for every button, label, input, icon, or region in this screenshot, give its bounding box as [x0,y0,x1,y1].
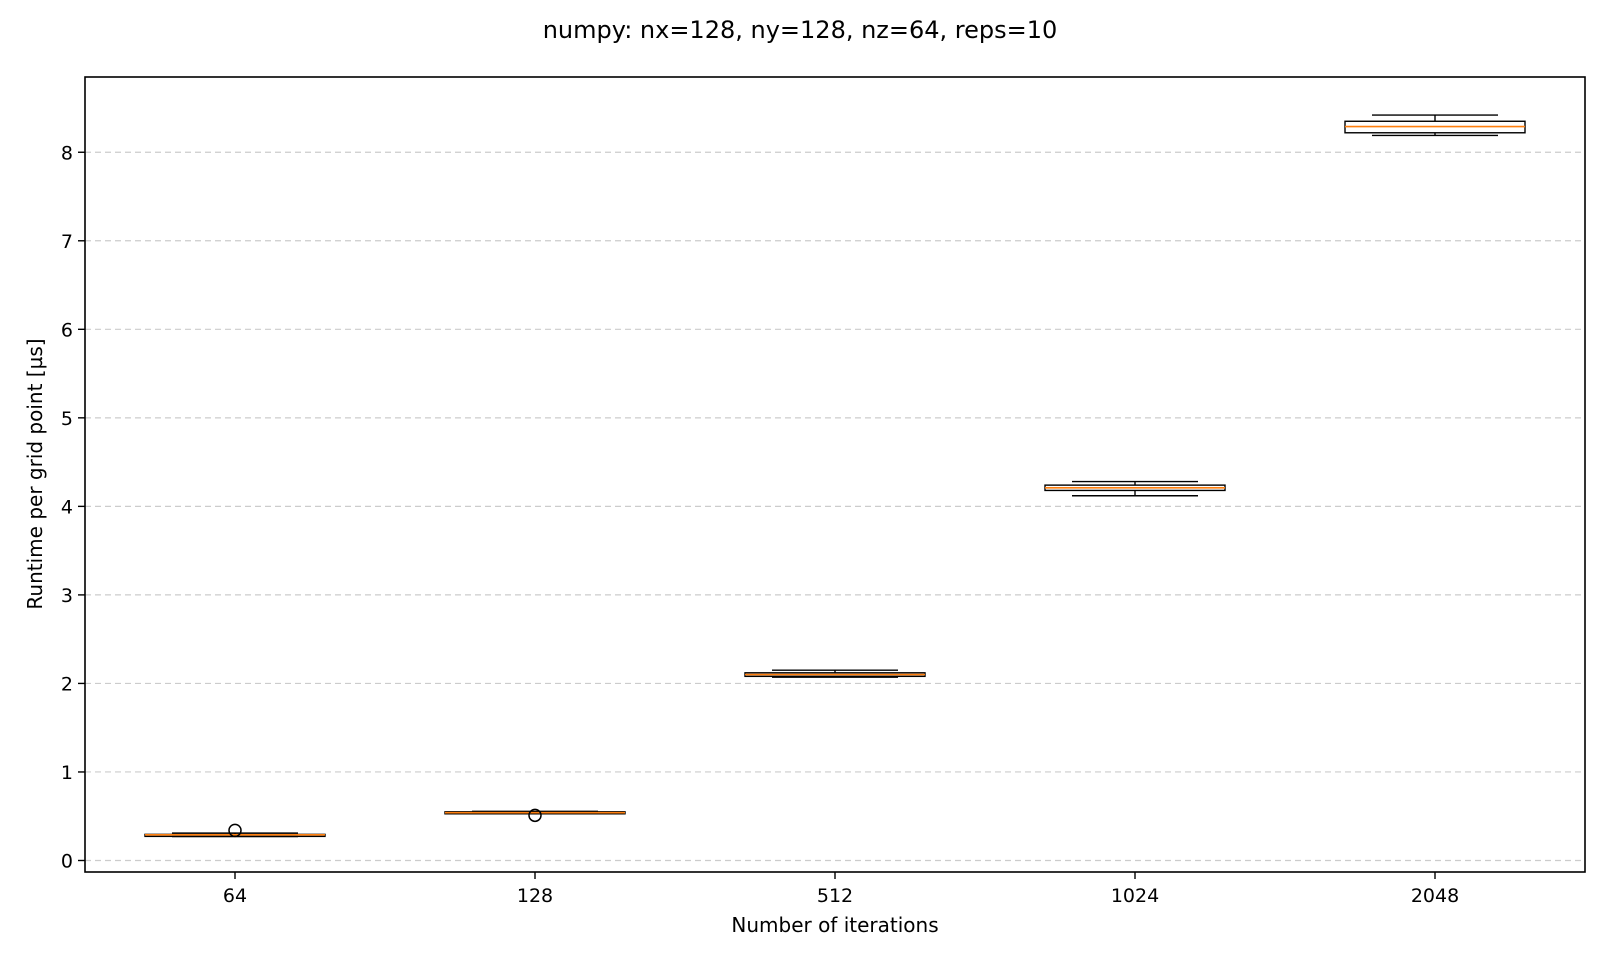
y-tick-label: 4 [61,496,73,518]
x-axis-ticks: 64 128 512 1024 2048 [223,872,1459,907]
plot-area-frame [84,76,1586,873]
grid-lines [85,151,1585,862]
y-axis-label: Runtime per grid point [µs] [23,338,47,609]
y-tick-label: 2 [61,673,73,695]
y-tick-label: 3 [61,585,73,607]
box-group-512 [744,669,926,678]
y-tick-label: 0 [61,850,73,872]
box-series [144,114,1526,838]
x-tick-label: 128 [517,885,553,907]
y-tick-label: 6 [61,319,73,341]
y-tick-label: 8 [61,142,73,164]
outlier-point [528,808,542,823]
x-tick-label: 1024 [1111,885,1159,907]
outlier-point [228,823,242,838]
y-axis-ticks: 0 1 2 3 4 5 6 7 8 [61,142,85,872]
x-axis-label: Number of iterations [731,913,938,937]
chart-title: numpy: nx=128, ny=128, nz=64, reps=10 [543,16,1058,44]
y-tick-label: 7 [61,231,73,253]
box-group-1024 [1044,480,1226,497]
x-tick-label: 512 [817,885,853,907]
box-group-64 [144,823,326,838]
box-group-2048 [1344,114,1526,137]
y-tick-label: 1 [61,762,73,784]
y-tick-label: 5 [61,408,73,430]
x-tick-label: 64 [223,885,247,907]
box-group-128 [444,808,626,823]
x-tick-label: 2048 [1411,885,1459,907]
